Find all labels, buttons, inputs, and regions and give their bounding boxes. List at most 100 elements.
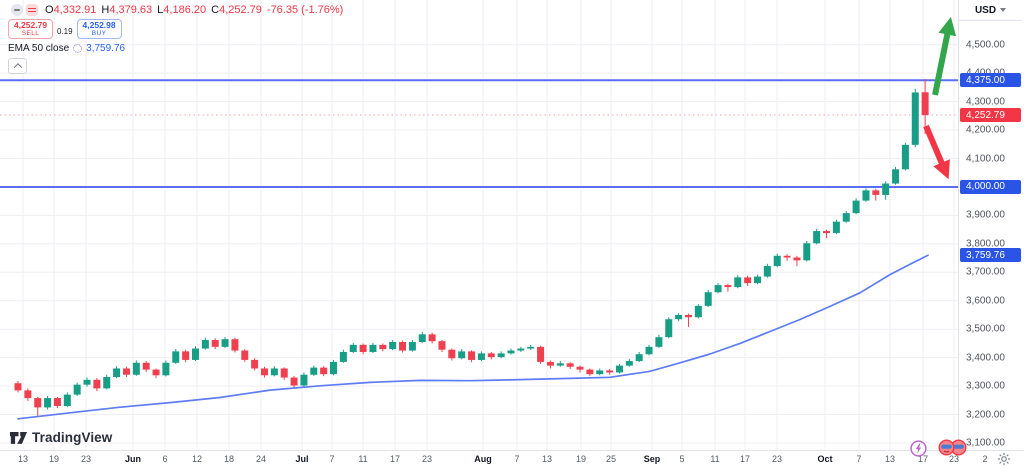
- indicator-legend[interactable]: EMA 50 close 3,759.76: [8, 43, 125, 54]
- symbol-logo-icon[interactable]: [26, 4, 38, 16]
- candle-down: [290, 377, 298, 386]
- candle-up: [901, 144, 909, 170]
- y-axis-label: 3,600.00: [966, 295, 1005, 307]
- candle-up: [773, 255, 781, 267]
- candle-down: [241, 350, 249, 360]
- x-axis-label: 23: [948, 454, 960, 464]
- buy-button[interactable]: 4,252.98 BUY: [76, 19, 122, 39]
- candle-down: [53, 398, 61, 407]
- candle-up: [507, 350, 515, 354]
- candle-up: [911, 92, 919, 145]
- candle-down: [14, 383, 22, 391]
- candle-down: [872, 190, 880, 195]
- candle-down: [280, 368, 288, 378]
- change-value: -76.35 (-1.76%): [266, 4, 344, 16]
- candle-down: [142, 362, 150, 370]
- x-axis-label: 17: [739, 454, 751, 464]
- candle-up: [596, 370, 604, 375]
- candle-down: [261, 368, 268, 376]
- y-axis-label: 4,100.00: [966, 153, 1005, 164]
- candle-down: [823, 231, 831, 234]
- candle-up: [63, 394, 71, 407]
- candle-up: [201, 340, 209, 349]
- candle-down: [211, 340, 219, 347]
- candle-up: [734, 277, 742, 288]
- candle-up: [882, 183, 890, 195]
- boost-lightning-icon[interactable]: [910, 440, 927, 462]
- candle-down: [576, 366, 584, 370]
- candle-up: [675, 314, 683, 320]
- sell-button[interactable]: 4,252.79 SELL: [8, 19, 53, 39]
- x-axis-label: 12: [191, 454, 203, 464]
- tradingview-logo[interactable]: TradingView: [10, 430, 112, 445]
- axis-settings-gear-icon[interactable]: [997, 452, 1011, 468]
- candle-up: [892, 169, 900, 184]
- tradingview-mark-icon: [10, 431, 27, 444]
- candle-up: [103, 376, 111, 389]
- level-price-tag: 4,000.00: [960, 179, 1021, 194]
- x-axis-label: 19: [575, 454, 587, 464]
- candle-up: [44, 398, 52, 408]
- x-axis-label: Aug: [474, 454, 492, 464]
- candle-up: [704, 292, 712, 306]
- candle-down: [537, 346, 545, 362]
- candle-up: [556, 363, 564, 366]
- sell-price: 4,252.79: [13, 20, 48, 30]
- y-axis-label: 4,200.00: [966, 124, 1005, 136]
- y-axis-label: 3,200.00: [966, 409, 1005, 421]
- trade-buttons: 4,252.79 SELL 0.19 4,252.98 BUY: [8, 19, 122, 39]
- candle-down: [152, 369, 160, 376]
- currency-selector[interactable]: USD: [959, 0, 1022, 21]
- candle-up: [389, 342, 397, 350]
- candle-down: [438, 341, 446, 350]
- candle-up: [349, 344, 357, 352]
- candle-up: [369, 344, 377, 352]
- x-axis-label: 7: [514, 454, 520, 464]
- price-axis[interactable]: USD 4,500.00 4,400.00 4,300.00 4,200.00 4,10…: [958, 0, 1024, 450]
- buy-label: BUY: [91, 30, 107, 37]
- x-axis-label: 25: [605, 454, 617, 464]
- x-axis-label: Jun: [124, 454, 142, 464]
- y-axis-label: 3,300.00: [966, 380, 1005, 392]
- candle-up: [694, 305, 702, 318]
- low-value: L4,186.20: [157, 4, 207, 16]
- candle-up: [862, 190, 870, 201]
- collapse-legend-icon[interactable]: [11, 4, 23, 16]
- collapse-panel-button[interactable]: [8, 58, 27, 74]
- candle-down: [793, 257, 801, 261]
- spread-value: 0.19: [57, 27, 73, 36]
- chevron-up-icon: [13, 63, 22, 72]
- candle-up: [803, 243, 811, 261]
- chevron-down-icon: [1000, 8, 1007, 12]
- candle-up: [310, 367, 318, 375]
- reaction-emojis-icon[interactable]: [938, 439, 970, 461]
- ohlc-row: O4,332.91 H4,379.63 L4,186.20 C4,252.79 …: [45, 4, 343, 16]
- candle-up: [300, 374, 308, 386]
- candle-down: [379, 344, 387, 350]
- x-axis-label: 5: [679, 454, 685, 464]
- candle-up: [813, 231, 821, 244]
- candle-up: [339, 351, 347, 362]
- x-axis-label: 13: [541, 454, 553, 464]
- x-axis-label: 19: [48, 454, 60, 464]
- level-price-tag: 3,759.76: [960, 248, 1021, 263]
- candle-down: [359, 344, 367, 352]
- time-axis[interactable]: 13 19 23 Jun 6 12 18 24 Jul 7 11 17 23 Aug 7 13 19 25 Sep 5…: [0, 450, 1024, 468]
- candle-down: [606, 370, 614, 373]
- candle-up: [172, 351, 180, 363]
- x-axis-label: 18: [223, 454, 235, 464]
- buy-price: 4,252.98: [82, 20, 116, 30]
- candle-up: [763, 266, 771, 277]
- symbol-header: O4,332.91 H4,379.63 L4,186.20 C4,252.79 …: [11, 4, 343, 16]
- down-arrow-annotation: [923, 124, 950, 180]
- y-axis-label: 3,800.00: [966, 238, 1005, 250]
- candle-down: [448, 349, 456, 359]
- x-axis-label: 11: [358, 454, 368, 464]
- candle-up: [665, 319, 673, 338]
- candle-up: [221, 339, 229, 347]
- candle-down: [684, 314, 692, 318]
- x-axis-label: Oct: [817, 454, 833, 464]
- candle-up: [497, 353, 505, 358]
- candle-down: [24, 390, 32, 399]
